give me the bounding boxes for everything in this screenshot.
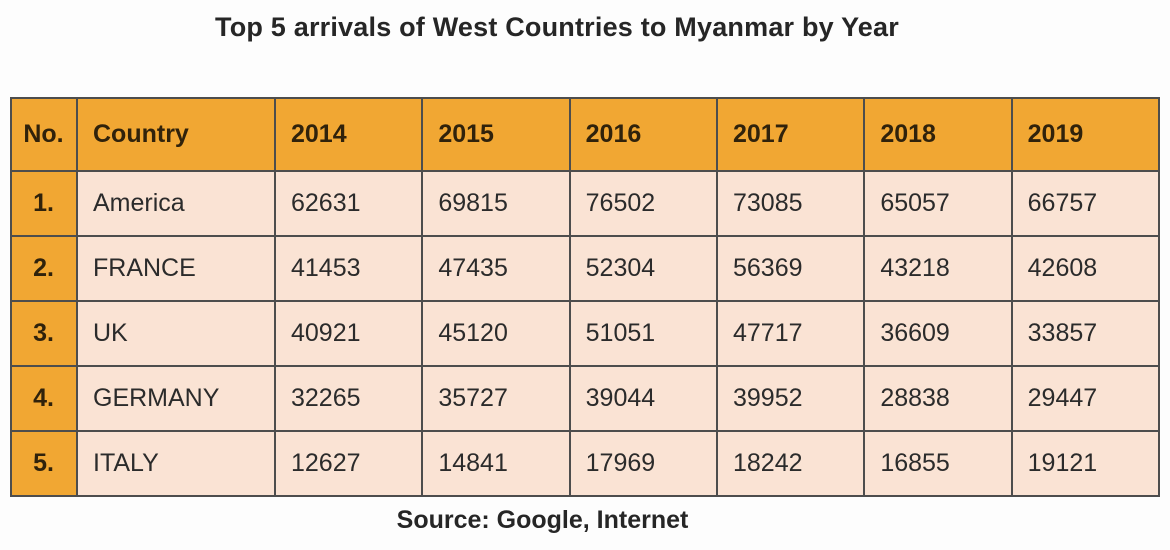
row-number: 2.: [10, 235, 78, 302]
value-cell: 28838: [863, 365, 1013, 432]
column-header-2015: 2015: [421, 97, 571, 172]
column-header-2017: 2017: [715, 97, 866, 172]
column-header-no: No.: [10, 97, 78, 172]
table-row: 5. ITALY 12627 14841 17969 18242 16855 1…: [10, 430, 1161, 497]
value-cell: 33857: [1010, 300, 1161, 367]
row-number: 5.: [10, 430, 78, 497]
value-cell: 69815: [421, 170, 571, 237]
value-cell: 47717: [715, 300, 866, 367]
table-header-row: No. Country 2014 2015 2016 2017 2018 201…: [10, 97, 1161, 172]
table-row: 1. America 62631 69815 76502 73085 65057…: [10, 170, 1161, 237]
row-number: 1.: [10, 170, 78, 237]
value-cell: 17969: [568, 430, 718, 497]
column-header-2019: 2019: [1010, 97, 1161, 172]
value-cell: 40921: [273, 300, 424, 367]
value-cell: 43218: [863, 235, 1013, 302]
value-cell: 66757: [1010, 170, 1161, 237]
column-header-country: Country: [76, 97, 276, 172]
value-cell: 47435: [421, 235, 571, 302]
value-cell: 52304: [568, 235, 718, 302]
value-cell: 14841: [421, 430, 571, 497]
value-cell: 56369: [715, 235, 866, 302]
value-cell: 35727: [421, 365, 571, 432]
table-row: 4. GERMANY 32265 35727 39044 39952 28838…: [10, 365, 1161, 432]
value-cell: 41453: [273, 235, 424, 302]
value-cell: 29447: [1010, 365, 1161, 432]
value-cell: 39044: [568, 365, 718, 432]
value-cell: 19121: [1010, 430, 1161, 497]
value-cell: 45120: [421, 300, 571, 367]
column-header-2018: 2018: [863, 97, 1013, 172]
column-header-2016: 2016: [568, 97, 718, 172]
country-cell: FRANCE: [76, 235, 276, 302]
value-cell: 39952: [715, 365, 866, 432]
row-number: 4.: [10, 365, 78, 432]
column-header-2014: 2014: [273, 97, 424, 172]
value-cell: 16855: [863, 430, 1013, 497]
value-cell: 18242: [715, 430, 866, 497]
value-cell: 12627: [273, 430, 424, 497]
source-caption: Source: Google, Internet: [396, 506, 689, 534]
value-cell: 51051: [568, 300, 718, 367]
value-cell: 32265: [273, 365, 424, 432]
country-cell: UK: [76, 300, 276, 367]
page-title: Top 5 arrivals of West Countries to Myan…: [215, 12, 899, 42]
value-cell: 73085: [715, 170, 866, 237]
table-row: 2. FRANCE 41453 47435 52304 56369 43218 …: [10, 235, 1161, 302]
value-cell: 65057: [863, 170, 1013, 237]
row-number: 3.: [10, 300, 78, 367]
country-cell: ITALY: [76, 430, 276, 497]
value-cell: 42608: [1010, 235, 1161, 302]
value-cell: 76502: [568, 170, 718, 237]
value-cell: 36609: [863, 300, 1013, 367]
value-cell: 62631: [273, 170, 424, 237]
country-cell: GERMANY: [76, 365, 276, 432]
country-cell: America: [76, 170, 276, 237]
arrivals-table: No. Country 2014 2015 2016 2017 2018 201…: [10, 97, 1161, 497]
table-row: 3. UK 40921 45120 51051 47717 36609 3385…: [10, 300, 1161, 367]
